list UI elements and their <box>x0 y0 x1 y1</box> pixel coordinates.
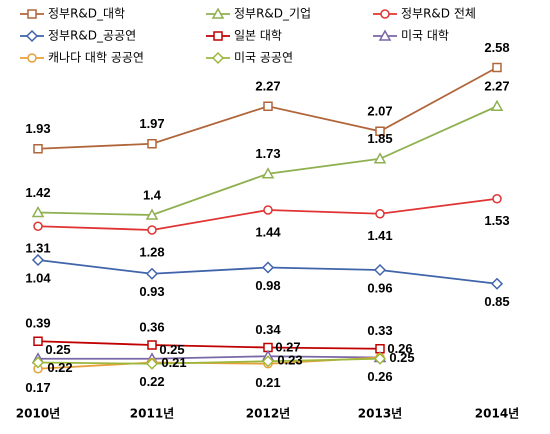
legend-marker <box>213 31 223 41</box>
legend-marker <box>25 29 39 43</box>
data-label: 0.33 <box>367 323 392 338</box>
data-point <box>373 352 387 365</box>
data-point <box>492 194 502 204</box>
data-label: 1.85 <box>367 131 392 146</box>
data-label: 1.41 <box>367 228 392 243</box>
x-tick-label: 2012년 <box>246 407 290 421</box>
data-label: 0.21 <box>161 355 186 370</box>
data-label: 0.98 <box>255 278 280 293</box>
data-point <box>490 277 504 290</box>
data-label: 0.93 <box>139 284 164 299</box>
data-label: 2.27 <box>255 79 280 94</box>
x-tick-label: 2010년 <box>16 407 60 421</box>
data-point <box>261 355 275 368</box>
data-point <box>31 205 45 218</box>
data-point <box>145 208 159 220</box>
data-label: 0.25 <box>45 342 70 357</box>
legend-label: 캐나다 대학 공공연 <box>48 51 144 65</box>
data-label: 0.25 <box>389 350 414 365</box>
data-point <box>373 152 387 164</box>
x-tick-label: 2013년 <box>358 407 402 421</box>
data-label: 0.21 <box>255 375 280 390</box>
data-label: 1.44 <box>255 224 281 239</box>
legend-marker <box>27 53 37 63</box>
data-label: 0.36 <box>139 319 164 334</box>
data-label: 0.23 <box>277 353 302 368</box>
data-label: 2.58 <box>484 40 509 55</box>
legend-label: 일본 대학 <box>234 29 282 43</box>
data-label: 1.53 <box>484 213 509 228</box>
series-line <box>37 340 381 350</box>
data-point <box>373 263 387 277</box>
data-label: 1.97 <box>139 116 164 131</box>
data-label: 0.34 <box>255 322 281 337</box>
data-label: 0.26 <box>367 369 392 384</box>
series-line <box>37 357 381 365</box>
data-label: 0.85 <box>484 294 509 309</box>
legend-marker <box>27 9 37 19</box>
x-tick-label: 2014년 <box>475 407 519 421</box>
data-point <box>145 267 159 280</box>
data-label: 1.73 <box>255 146 280 161</box>
x-tick-label: 2011년 <box>130 407 174 421</box>
legend-label: 정부R&D 전체 <box>401 7 476 21</box>
legend-marker <box>211 7 225 19</box>
data-label: 1.93 <box>25 121 50 136</box>
data-point <box>147 225 157 235</box>
data-label: 0.39 <box>25 316 50 331</box>
legend-label: 정부R&D_대학 <box>48 7 125 21</box>
data-label: 0.22 <box>47 360 72 375</box>
data-label: 1.42 <box>25 185 50 200</box>
data-point <box>263 205 273 215</box>
data-point <box>375 126 385 136</box>
legend-marker <box>380 9 390 19</box>
data-label: 0.96 <box>367 280 392 295</box>
data-label: 0.17 <box>25 380 50 395</box>
data-label: 1.31 <box>25 241 50 256</box>
data-label: 1.04 <box>25 270 51 285</box>
series-line <box>38 355 381 360</box>
legend-marker <box>211 51 225 65</box>
data-point <box>490 99 504 111</box>
data-point <box>33 221 43 231</box>
data-point <box>33 144 43 154</box>
data-point <box>375 209 385 219</box>
data-point <box>145 357 159 370</box>
data-label: 2.07 <box>367 104 392 119</box>
data-point <box>31 356 45 369</box>
data-label: 2.27 <box>484 79 509 94</box>
data-label: 0.26 <box>387 341 412 356</box>
data-point <box>261 261 275 274</box>
data-label: 0.22 <box>139 374 164 389</box>
data-point <box>33 336 43 346</box>
data-label: 1.4 <box>143 187 162 202</box>
legend-label: 미국 공공연 <box>234 51 293 65</box>
data-point <box>147 340 157 350</box>
legend-label: 정부R&D_공공연 <box>48 29 136 43</box>
legend-label: 정부R&D_기업 <box>234 7 311 21</box>
data-point <box>261 167 275 179</box>
legend-marker <box>378 29 392 41</box>
data-point <box>147 139 157 149</box>
data-label: 1.28 <box>139 244 164 259</box>
data-point <box>31 253 45 267</box>
data-label: 0.27 <box>275 340 300 355</box>
data-label: 0.25 <box>159 342 184 357</box>
legend-label: 미국 대학 <box>401 29 449 43</box>
data-point <box>492 62 502 73</box>
data-point <box>263 101 273 111</box>
